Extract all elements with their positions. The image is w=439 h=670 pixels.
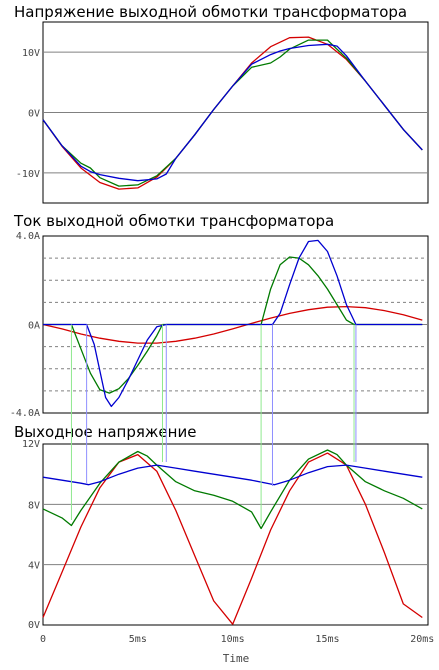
series-line-blue [42, 43, 423, 182]
panel-title-transformer-voltage: Напряжение выходной обмотки трансформато… [14, 3, 407, 21]
y-tick-label: 8V [28, 500, 40, 511]
y-tick-label: 10V [22, 48, 40, 59]
x-axis-title: Time [223, 652, 250, 665]
y-tick-label: 12V [22, 439, 40, 450]
series-line-green [42, 449, 423, 530]
series-line-red [42, 305, 423, 344]
x-tick-label: 5ms [129, 634, 147, 645]
y-tick-label: 0V [28, 620, 40, 631]
x-tick-label: 10ms [221, 634, 245, 645]
panel-transformer-current: Ток выходной обмотки трансформатора 4.0A… [10, 212, 429, 419]
series-line-red [42, 452, 423, 625]
x-tick-label: 20ms [410, 634, 434, 645]
series-line-blue [43, 239, 423, 408]
y-tick-label: -4.0A [10, 408, 40, 419]
panel-title-output-voltage: Выходное напряжение [14, 423, 196, 441]
plot-frame [42, 443, 429, 626]
y-tick-label: 4.0A [16, 231, 40, 242]
series-line-red [42, 36, 423, 190]
y-tick-label: 0V [28, 109, 40, 120]
x-tick-label: 0 [40, 634, 46, 645]
y-tick-label: 4V [28, 561, 40, 572]
y-tick-label: 0A [28, 321, 40, 332]
panel-output-voltage: Выходное напряжение 12V 8V 4V 0V [14, 423, 429, 631]
panel-title-transformer-current: Ток выходной обмотки трансформатора [13, 212, 334, 230]
panel-transformer-voltage: Напряжение выходной обмотки трансформато… [14, 3, 429, 204]
y-tick-label: -10V [16, 169, 40, 180]
series-line-green [42, 39, 423, 187]
x-tick-label: 15ms [315, 634, 339, 645]
series-line-blue [42, 464, 423, 486]
